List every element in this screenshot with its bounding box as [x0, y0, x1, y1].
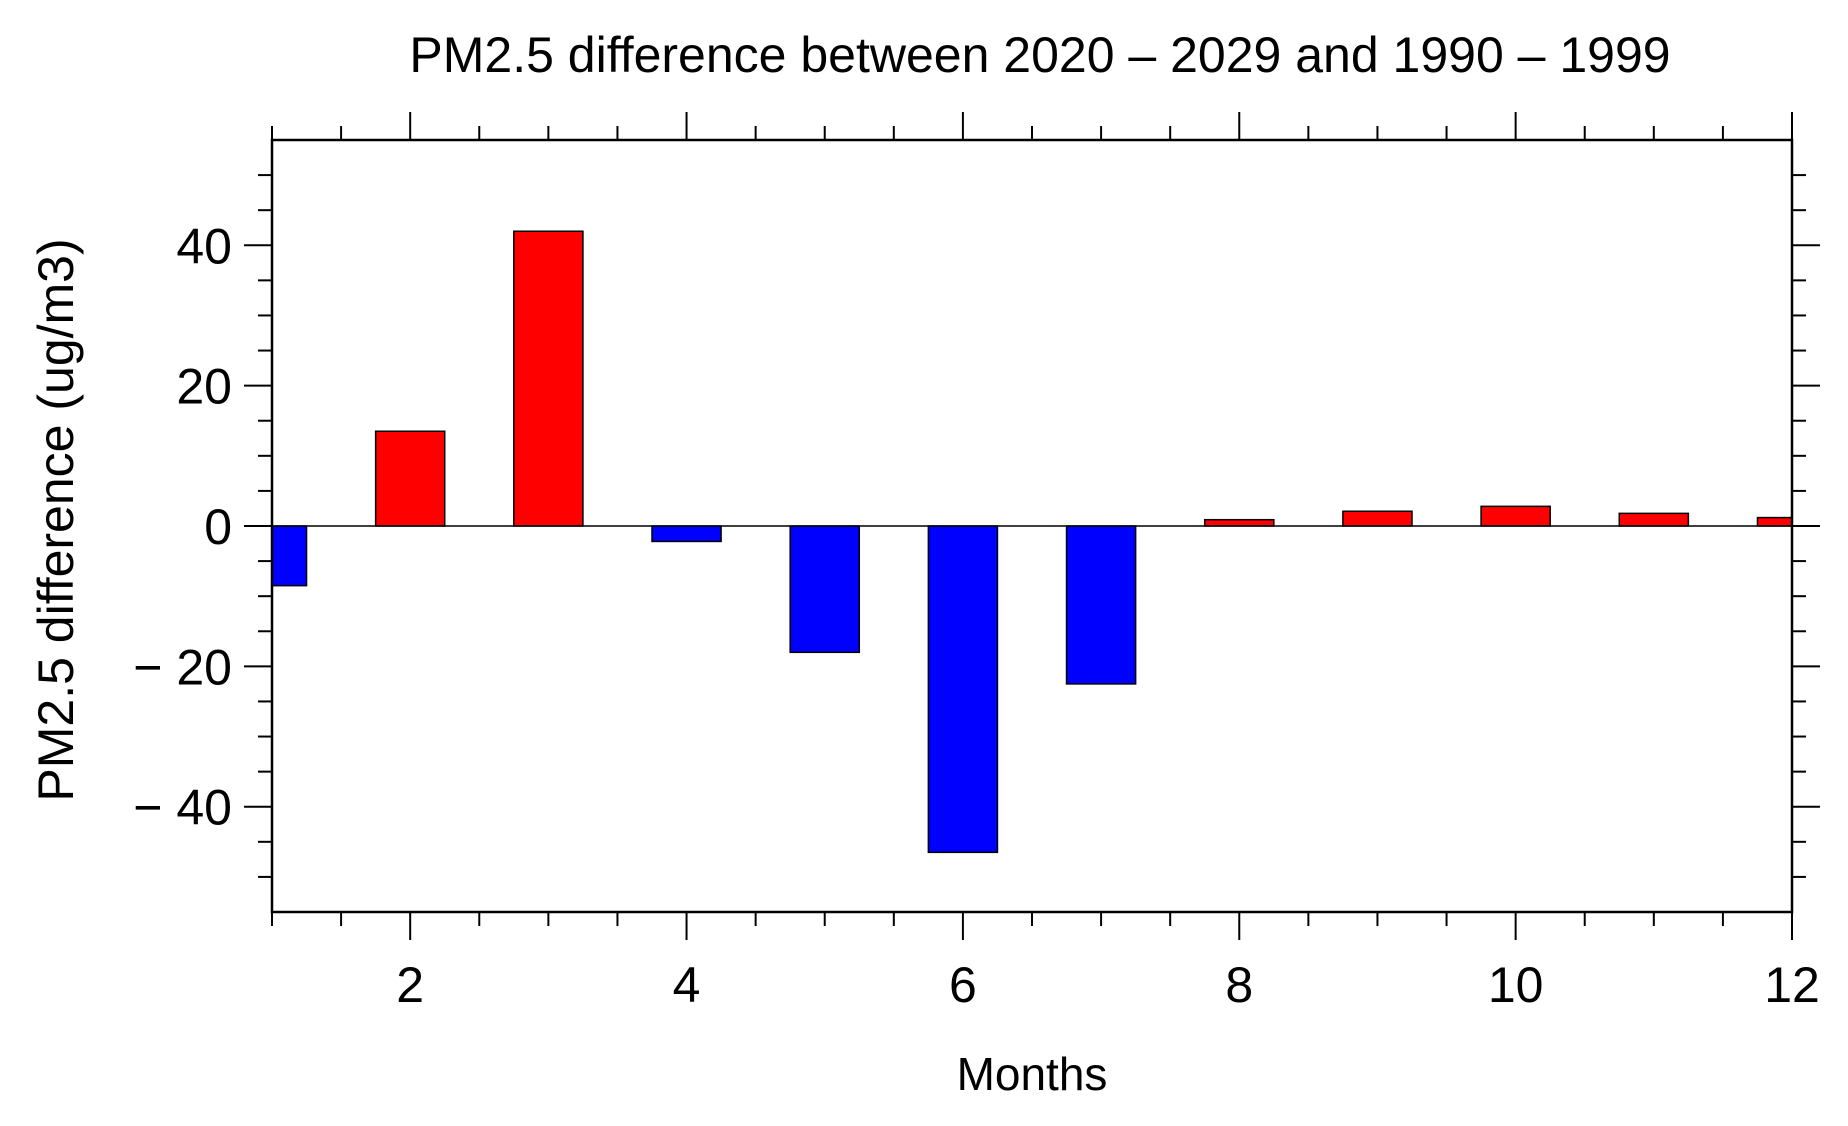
y-tick-label: − 20 [133, 639, 232, 695]
y-axis-label: PM2.5 difference (ug/m3) [28, 238, 84, 801]
bar-month-9 [1342, 510, 1413, 527]
y-tick-label: 20 [176, 359, 232, 415]
y-tick-label: 0 [204, 499, 232, 555]
bar-month-8 [1203, 518, 1275, 527]
y-tick-label: − 40 [133, 780, 232, 836]
x-tick-label: 8 [1225, 957, 1253, 1013]
x-tick-label: 10 [1488, 957, 1544, 1013]
bar-month-5 [789, 525, 861, 654]
x-axis-label: Months [957, 1048, 1108, 1100]
x-tick-label: 4 [673, 957, 701, 1013]
bar-month-10 [1480, 505, 1551, 527]
x-tick-label: 6 [949, 957, 977, 1013]
bar-month-6 [927, 525, 999, 854]
chart-title: PM2.5 difference between 2020 – 2029 and… [409, 27, 1670, 83]
bar-month-11 [1618, 512, 1690, 527]
bars [271, 230, 1793, 854]
bar-month-12 [1756, 516, 1793, 527]
x-tick-label: 12 [1764, 957, 1820, 1013]
bar-month-7 [1065, 525, 1137, 685]
bar-month-4 [651, 525, 722, 543]
y-tick-label: 40 [176, 218, 232, 274]
plot-frame [270, 138, 1794, 914]
axis-ticks [244, 112, 1820, 940]
bar-month-2 [374, 430, 446, 527]
bar-month-1 [271, 525, 308, 587]
bar-month-3 [513, 230, 584, 527]
tick-labels: 2 4 6 8 10 12 − 40 − 20 0 20 40 [133, 218, 1820, 1013]
x-tick-label: 2 [396, 957, 424, 1013]
